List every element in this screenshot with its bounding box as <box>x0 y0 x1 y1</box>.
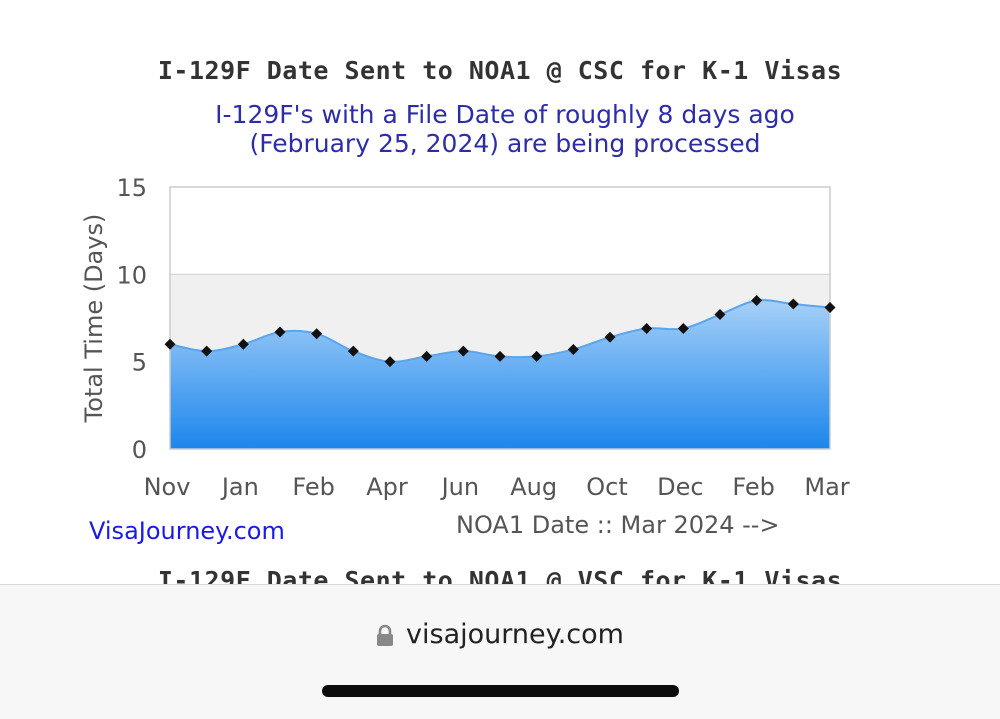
data-point <box>677 322 689 334</box>
x-tick-label: Feb <box>732 473 775 501</box>
y-tick-label: 15 <box>116 174 147 202</box>
x-axis-label: NOA1 Date :: Mar 2024 --> <box>456 511 780 539</box>
data-point <box>347 345 359 357</box>
branding-link[interactable]: VisaJourney.com <box>89 517 285 545</box>
x-tick-label: Mar <box>804 473 849 501</box>
browser-bottom-bar: visajourney.com <box>0 584 1000 719</box>
x-tick-label: Jan <box>220 473 259 501</box>
data-point <box>824 302 836 314</box>
data-point <box>567 343 579 355</box>
data-point <box>751 295 763 307</box>
data-point <box>274 326 286 338</box>
x-tick-label: Oct <box>586 473 628 501</box>
y-tick-label: 5 <box>132 349 147 377</box>
chart-subtitle: I-129F's with a File Date of roughly 8 d… <box>215 100 795 158</box>
data-point <box>384 356 396 368</box>
x-tick-label: Nov <box>144 473 191 501</box>
data-point <box>494 350 506 362</box>
chart: 0 5 10 15 Nov Jan Feb Apr Jun Aug Oct Dec Feb Mar To… <box>80 174 850 501</box>
data-point <box>641 322 653 334</box>
data-point <box>604 331 616 343</box>
data-point <box>421 350 433 362</box>
x-tick-label: Feb <box>292 473 335 501</box>
lock-icon <box>376 624 394 646</box>
data-point <box>787 298 799 310</box>
data-point <box>311 328 323 340</box>
y-tick-label: 0 <box>132 436 147 464</box>
data-point <box>531 350 543 362</box>
data-point <box>457 345 469 357</box>
x-tick-label: Apr <box>366 473 408 501</box>
x-tick-label: Jun <box>440 473 480 501</box>
area-fill <box>170 300 830 449</box>
data-point <box>237 338 249 350</box>
url-text: visajourney.com <box>406 619 624 650</box>
plot-frame <box>169 186 831 450</box>
chart-title: I-129F Date Sent to NOA1 @ CSC for K-1 V… <box>157 56 843 85</box>
data-point <box>714 309 726 321</box>
address-bar[interactable]: visajourney.com <box>0 619 1000 650</box>
home-indicator[interactable] <box>322 685 679 697</box>
data-point <box>164 338 176 350</box>
x-tick-label: Aug <box>510 473 557 501</box>
y-tick-label: 10 <box>116 261 147 289</box>
y-axis-label: Total Time (Days) <box>80 214 108 424</box>
x-tick-label: Dec <box>657 473 703 501</box>
data-point <box>201 345 213 357</box>
